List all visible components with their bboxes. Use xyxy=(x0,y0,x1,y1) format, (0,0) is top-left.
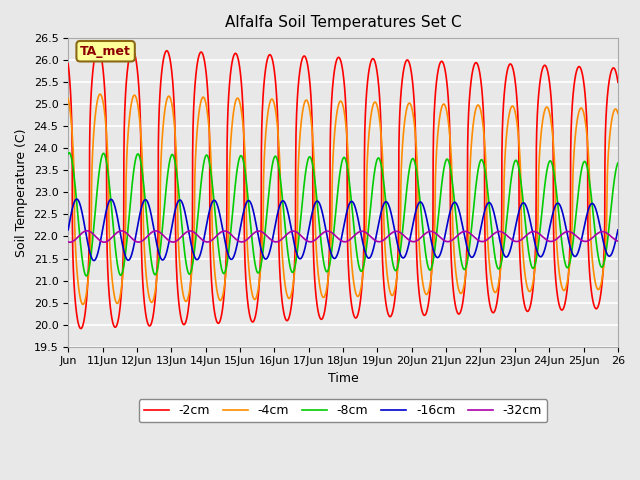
-2cm xyxy=(604,92,611,98)
-4cm xyxy=(275,150,283,156)
-8cm xyxy=(160,210,168,216)
-16cm xyxy=(90,258,98,264)
-8cm xyxy=(64,151,72,156)
-32cm xyxy=(545,238,552,244)
-8cm xyxy=(545,161,552,167)
Y-axis label: Soil Temperature (C): Soil Temperature (C) xyxy=(15,128,28,257)
Title: Alfalfa Soil Temperatures Set C: Alfalfa Soil Temperatures Set C xyxy=(225,15,461,30)
-32cm xyxy=(83,228,91,234)
-8cm xyxy=(614,160,622,166)
-32cm xyxy=(127,235,135,240)
-2cm xyxy=(77,326,84,332)
-32cm xyxy=(300,235,307,240)
-16cm xyxy=(73,196,81,202)
-8cm xyxy=(275,168,283,174)
-16cm xyxy=(604,252,611,258)
-8cm xyxy=(300,191,307,196)
-4cm xyxy=(300,105,307,111)
-8cm xyxy=(604,238,611,244)
Text: TA_met: TA_met xyxy=(80,45,131,58)
-2cm xyxy=(545,72,552,77)
-4cm xyxy=(614,110,622,116)
-32cm xyxy=(160,233,168,239)
-4cm xyxy=(160,116,168,121)
-2cm xyxy=(275,258,283,264)
-16cm xyxy=(545,231,552,237)
-32cm xyxy=(66,240,74,245)
-4cm xyxy=(96,91,104,97)
-4cm xyxy=(604,168,611,173)
-2cm xyxy=(94,45,102,51)
Line: -4cm: -4cm xyxy=(68,94,618,304)
-16cm xyxy=(275,204,283,210)
X-axis label: Time: Time xyxy=(328,372,358,385)
Line: -2cm: -2cm xyxy=(68,48,618,329)
-16cm xyxy=(614,227,622,233)
-2cm xyxy=(160,54,168,60)
-2cm xyxy=(300,54,307,60)
-16cm xyxy=(127,253,135,259)
-2cm xyxy=(127,48,135,53)
-4cm xyxy=(127,101,135,107)
-2cm xyxy=(614,80,622,85)
-32cm xyxy=(275,238,283,244)
Line: -8cm: -8cm xyxy=(68,153,618,276)
Line: -32cm: -32cm xyxy=(68,231,618,242)
-16cm xyxy=(300,252,307,257)
-32cm xyxy=(64,239,72,245)
-2cm xyxy=(64,61,72,67)
-4cm xyxy=(64,96,72,101)
Line: -16cm: -16cm xyxy=(68,199,618,261)
-32cm xyxy=(604,231,611,237)
-16cm xyxy=(160,256,168,262)
-32cm xyxy=(614,238,622,244)
-8cm xyxy=(83,273,90,279)
-4cm xyxy=(79,301,87,307)
-8cm xyxy=(65,150,73,156)
-16cm xyxy=(64,227,72,233)
-8cm xyxy=(127,191,135,197)
Legend: -2cm, -4cm, -8cm, -16cm, -32cm: -2cm, -4cm, -8cm, -16cm, -32cm xyxy=(139,399,547,422)
-4cm xyxy=(545,106,552,112)
